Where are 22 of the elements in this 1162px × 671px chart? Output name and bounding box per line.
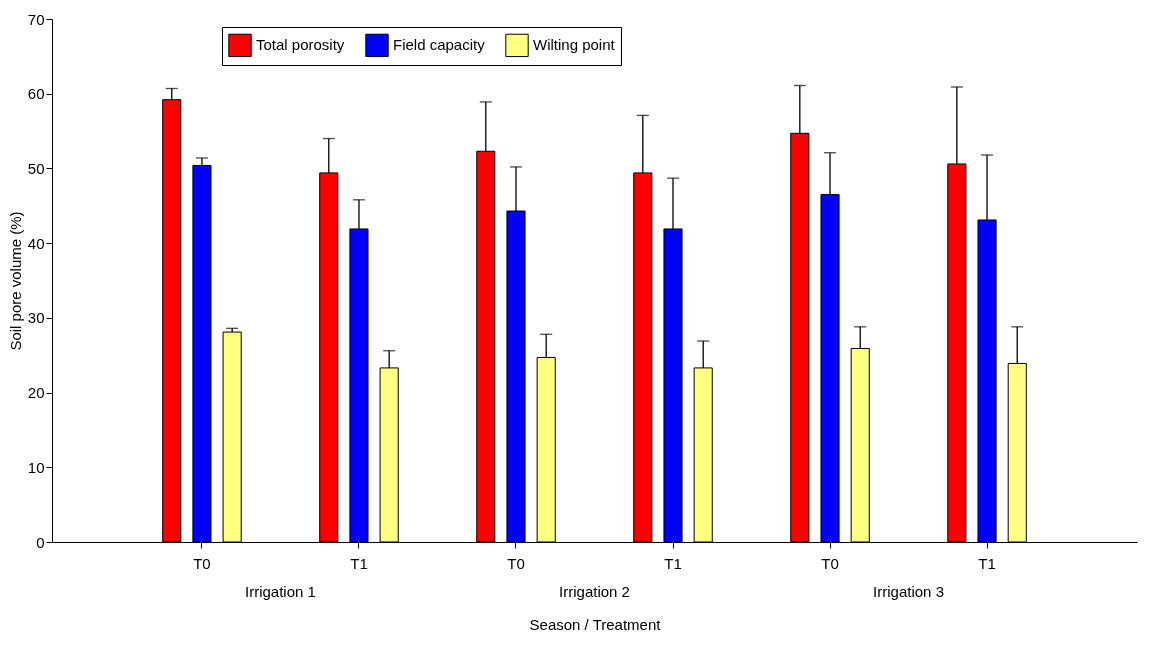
x-tick-label: T1 (350, 554, 368, 572)
x-axis-title: Season / Treatment (529, 615, 662, 633)
x-tick-label: T1 (664, 554, 682, 572)
y-tick-label: 40 (27, 234, 45, 252)
text: Irrigation 3 (873, 583, 944, 600)
y-tick-label: 10 (27, 458, 45, 476)
y-tick-label: 50 (27, 159, 45, 177)
x-tick-label: T0 (507, 554, 525, 572)
x-tick-label: T0 (821, 554, 839, 572)
legend-label: Wilting point (533, 36, 616, 54)
y-tick-label: 70 (27, 10, 45, 28)
y-tick-label: 20 (27, 384, 45, 402)
y-tick-label: 0 (36, 533, 45, 551)
y-tick-label: 60 (27, 85, 45, 103)
y-tick-label: 30 (27, 309, 45, 327)
text: Irrigation 1 (245, 583, 316, 600)
x-tick-label: T0 (193, 554, 211, 572)
legend-label: Field capacity (393, 36, 486, 54)
y-axis-title: Soil pore volume (%) (6, 211, 24, 351)
text: Irrigation 2 (559, 583, 630, 600)
x-tick-label: T1 (978, 554, 996, 572)
legend-label: Total porosity (256, 36, 345, 54)
